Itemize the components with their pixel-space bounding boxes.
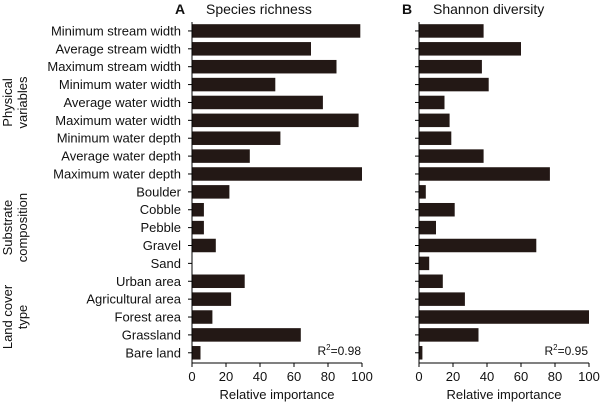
bar bbox=[192, 292, 232, 306]
bar bbox=[192, 167, 362, 181]
category-label: Maximum stream width bbox=[47, 59, 181, 74]
x-tick-label: 100 bbox=[351, 369, 373, 384]
category-label: Average water width bbox=[63, 95, 181, 110]
bar bbox=[419, 346, 423, 360]
panel-letter: A bbox=[175, 1, 185, 17]
bar bbox=[419, 95, 445, 110]
bar bbox=[192, 95, 323, 110]
x-tick-label: 0 bbox=[415, 369, 422, 384]
bar bbox=[419, 274, 443, 289]
panel-a-species-richness: A Species richness 0 20 40 60 80 100 Relative im… bbox=[175, 1, 373, 402]
bar bbox=[192, 77, 276, 92]
x-axis-label: Relative importance bbox=[447, 387, 562, 402]
bar bbox=[192, 202, 204, 217]
r-squared-annotation: R2=0.98 bbox=[318, 343, 362, 358]
x-tick-label: 40 bbox=[253, 369, 267, 384]
group-label-line: variables bbox=[15, 76, 30, 129]
bar bbox=[419, 202, 455, 217]
group-labels: Physicalvariables Substratecomposition Lan… bbox=[0, 76, 30, 349]
panel-letter: B bbox=[402, 1, 412, 17]
category-label: Pebble bbox=[141, 220, 181, 235]
category-label: Cobble bbox=[140, 202, 181, 217]
category-label: Maximum water depth bbox=[53, 166, 181, 181]
category-label: Gravel bbox=[143, 238, 181, 253]
panel-title: Species richness bbox=[206, 1, 312, 17]
bar bbox=[419, 42, 521, 56]
category-label: Minimum water depth bbox=[57, 131, 181, 146]
bar bbox=[419, 149, 484, 163]
x-tick-label: 20 bbox=[219, 369, 233, 384]
bar bbox=[419, 167, 550, 181]
category-label: Boulder bbox=[136, 184, 181, 199]
x-tick-label: 0 bbox=[188, 369, 195, 384]
category-label: Bare land bbox=[125, 345, 181, 360]
bar bbox=[192, 59, 337, 74]
category-label: Urban area bbox=[116, 274, 182, 289]
bar bbox=[419, 328, 479, 342]
x-tick-label: 40 bbox=[480, 369, 494, 384]
bar bbox=[192, 310, 213, 324]
bar bbox=[419, 77, 489, 92]
bar bbox=[192, 346, 201, 360]
r-squared-value: =0.95 bbox=[558, 344, 589, 358]
bar bbox=[192, 328, 301, 342]
bar bbox=[419, 59, 482, 74]
bar bbox=[419, 310, 589, 324]
bar bbox=[192, 238, 216, 253]
panel-title: Shannon diversity bbox=[433, 1, 544, 17]
bar bbox=[192, 185, 230, 199]
category-label: Minimum stream width bbox=[51, 23, 181, 38]
bar bbox=[419, 131, 452, 145]
bar bbox=[192, 113, 359, 128]
bar bbox=[419, 24, 484, 38]
category-label: Average water depth bbox=[61, 149, 181, 164]
group-label-line: Substrate bbox=[0, 200, 15, 256]
category-label: Grassland bbox=[122, 327, 181, 342]
group-label-line: Physical bbox=[0, 78, 15, 127]
bar bbox=[192, 149, 250, 163]
r-squared-symbol: R bbox=[545, 344, 554, 358]
category-labels: Minimum stream width Average stream width… bbox=[47, 23, 181, 360]
bar bbox=[192, 131, 281, 145]
category-label: Maximum water width bbox=[55, 113, 181, 128]
x-tick-label: 60 bbox=[514, 369, 528, 384]
bar bbox=[419, 185, 426, 199]
category-label: Sand bbox=[151, 256, 181, 271]
r-squared-value: =0.98 bbox=[331, 344, 362, 358]
x-tick-label: 80 bbox=[321, 369, 335, 384]
category-label: Agricultural area bbox=[86, 292, 181, 307]
category-label: Forest area bbox=[115, 310, 182, 325]
r-squared-superscript: 2 bbox=[326, 343, 331, 352]
panel-b-shannon-diversity: B Shannon diversity 0 20 40 60 80 100 Relative i… bbox=[402, 1, 600, 402]
bar bbox=[192, 274, 245, 289]
bar bbox=[419, 220, 436, 235]
x-tick-label: 80 bbox=[548, 369, 562, 384]
x-tick-label: 100 bbox=[578, 369, 600, 384]
r-squared-annotation: R2=0.95 bbox=[545, 343, 589, 358]
bar bbox=[419, 256, 430, 271]
bar bbox=[192, 42, 311, 56]
category-label: Average stream width bbox=[56, 41, 182, 56]
group-label: Land covertype bbox=[0, 284, 30, 349]
x-axis-label: Relative importance bbox=[220, 387, 335, 402]
group-label-line: composition bbox=[15, 193, 30, 262]
r-squared-symbol: R bbox=[318, 344, 327, 358]
group-label-line: type bbox=[15, 305, 30, 330]
x-tick-label: 60 bbox=[287, 369, 301, 384]
group-label: Substratecomposition bbox=[0, 193, 30, 262]
bar bbox=[419, 238, 537, 253]
category-label: Minimum water width bbox=[59, 77, 181, 92]
group-label-line: Land cover bbox=[0, 284, 15, 349]
bar bbox=[192, 220, 204, 235]
group-label: Physicalvariables bbox=[0, 76, 30, 129]
bar bbox=[419, 292, 465, 306]
bar bbox=[419, 113, 450, 128]
x-tick-label: 20 bbox=[446, 369, 460, 384]
r-squared-superscript: 2 bbox=[553, 343, 558, 352]
bar bbox=[192, 24, 361, 38]
